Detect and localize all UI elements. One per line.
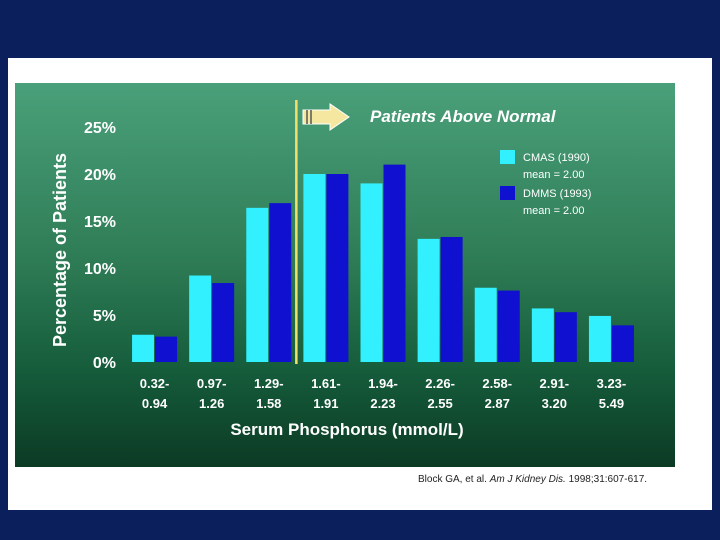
- x-tick-label: 1.61- 1.91: [311, 376, 341, 411]
- y-tick-label: 5%: [93, 308, 116, 325]
- bar-cmas: [588, 315, 611, 362]
- x-tick-label-line: 1.91: [313, 396, 338, 411]
- legend: CMAS (1990) mean = 2.00 DMMS (1993) mean…: [500, 150, 591, 217]
- x-tick-label: 0.97- 1.26: [197, 376, 227, 411]
- x-tick-label-line: 3.23-: [597, 376, 627, 391]
- x-tick-label-line: 1.26: [199, 396, 224, 411]
- x-tick-label-line: 3.20: [542, 396, 567, 411]
- x-tick-label-line: 0.32-: [140, 376, 170, 391]
- y-axis-ticks: 0% 5% 10% 15% 20% 25%: [84, 120, 116, 372]
- bar-cmas: [474, 287, 497, 362]
- bar-cmas: [531, 308, 554, 362]
- citation-journal: Am J Kidney Dis.: [489, 474, 566, 485]
- x-tick-label-line: 1.58: [256, 396, 281, 411]
- x-axis-label: Serum Phosphorus (mmol/L): [230, 420, 463, 439]
- x-tick-label: 2.58- 2.87: [482, 376, 512, 411]
- x-tick-label-line: 1.94-: [368, 376, 398, 391]
- y-axis-label: Percentage of Patients: [50, 153, 70, 347]
- y-tick-label: 0%: [93, 355, 116, 372]
- y-tick-label: 25%: [84, 120, 116, 137]
- x-tick-label-line: 1.61-: [311, 376, 341, 391]
- x-tick-label-line: 0.94: [142, 396, 168, 411]
- x-tick-label: 2.26- 2.55: [425, 376, 455, 411]
- legend-mean-dmms: mean = 2.00: [523, 205, 584, 217]
- bar-cmas: [189, 275, 212, 362]
- y-tick-label: 20%: [84, 167, 116, 184]
- x-tick-label: 0.32- 0.94: [140, 376, 170, 411]
- legend-mean-cmas: mean = 2.00: [523, 169, 584, 181]
- x-tick-label-line: 2.23: [370, 396, 395, 411]
- x-tick-label: 3.23- 5.49: [597, 376, 627, 411]
- bar-dmms: [269, 203, 292, 362]
- legend-label-dmms: DMMS (1993): [523, 188, 591, 200]
- y-tick-label: 15%: [84, 214, 116, 231]
- x-axis-ticks: 0.32- 0.94 0.97- 1.26 1.29- 1.58 1.61- 1.91 1.94…: [140, 376, 627, 411]
- x-tick-label-line: 5.49: [599, 396, 624, 411]
- bar-dmms: [440, 236, 463, 362]
- x-tick-label-line: 2.26-: [425, 376, 455, 391]
- legend-swatch-cmas: [500, 150, 515, 164]
- bar-dmms: [383, 164, 406, 362]
- x-tick-label-line: 2.58-: [482, 376, 512, 391]
- legend-label-cmas: CMAS (1990): [523, 152, 590, 164]
- bars: [132, 164, 634, 362]
- x-tick-label-line: 1.29-: [254, 376, 284, 391]
- bar-cmas: [132, 334, 155, 362]
- citation: Block GA, et al. Am J Kidney Dis. 1998;3…: [418, 474, 647, 485]
- x-tick-label: 1.94- 2.23: [368, 376, 398, 411]
- legend-swatch-dmms: [500, 186, 515, 200]
- bar-cmas: [417, 238, 440, 362]
- x-tick-label-line: 0.97-: [197, 376, 227, 391]
- citation-authors: Block GA, et al.: [418, 474, 487, 485]
- x-tick-label-line: 2.91-: [540, 376, 570, 391]
- bar-dmms: [212, 283, 235, 362]
- bar-cmas: [360, 183, 383, 362]
- citation-ref: 1998;31:607-617.: [568, 474, 648, 485]
- bar-cmas: [246, 207, 269, 362]
- chart-title: Patients Above Normal: [370, 107, 557, 126]
- x-tick-label-line: 2.87: [485, 396, 510, 411]
- bar-dmms: [611, 325, 634, 362]
- bar-dmms: [554, 312, 577, 362]
- x-tick-label: 1.29- 1.58: [254, 376, 284, 411]
- x-tick-label: 2.91- 3.20: [540, 376, 570, 411]
- x-tick-label-line: 2.55: [427, 396, 452, 411]
- bar-cmas: [303, 174, 326, 362]
- y-tick-label: 10%: [84, 261, 116, 278]
- bar-dmms: [326, 174, 349, 362]
- right-arrow-icon: [302, 103, 350, 131]
- bar-dmms: [497, 290, 520, 362]
- bar-dmms: [155, 336, 178, 362]
